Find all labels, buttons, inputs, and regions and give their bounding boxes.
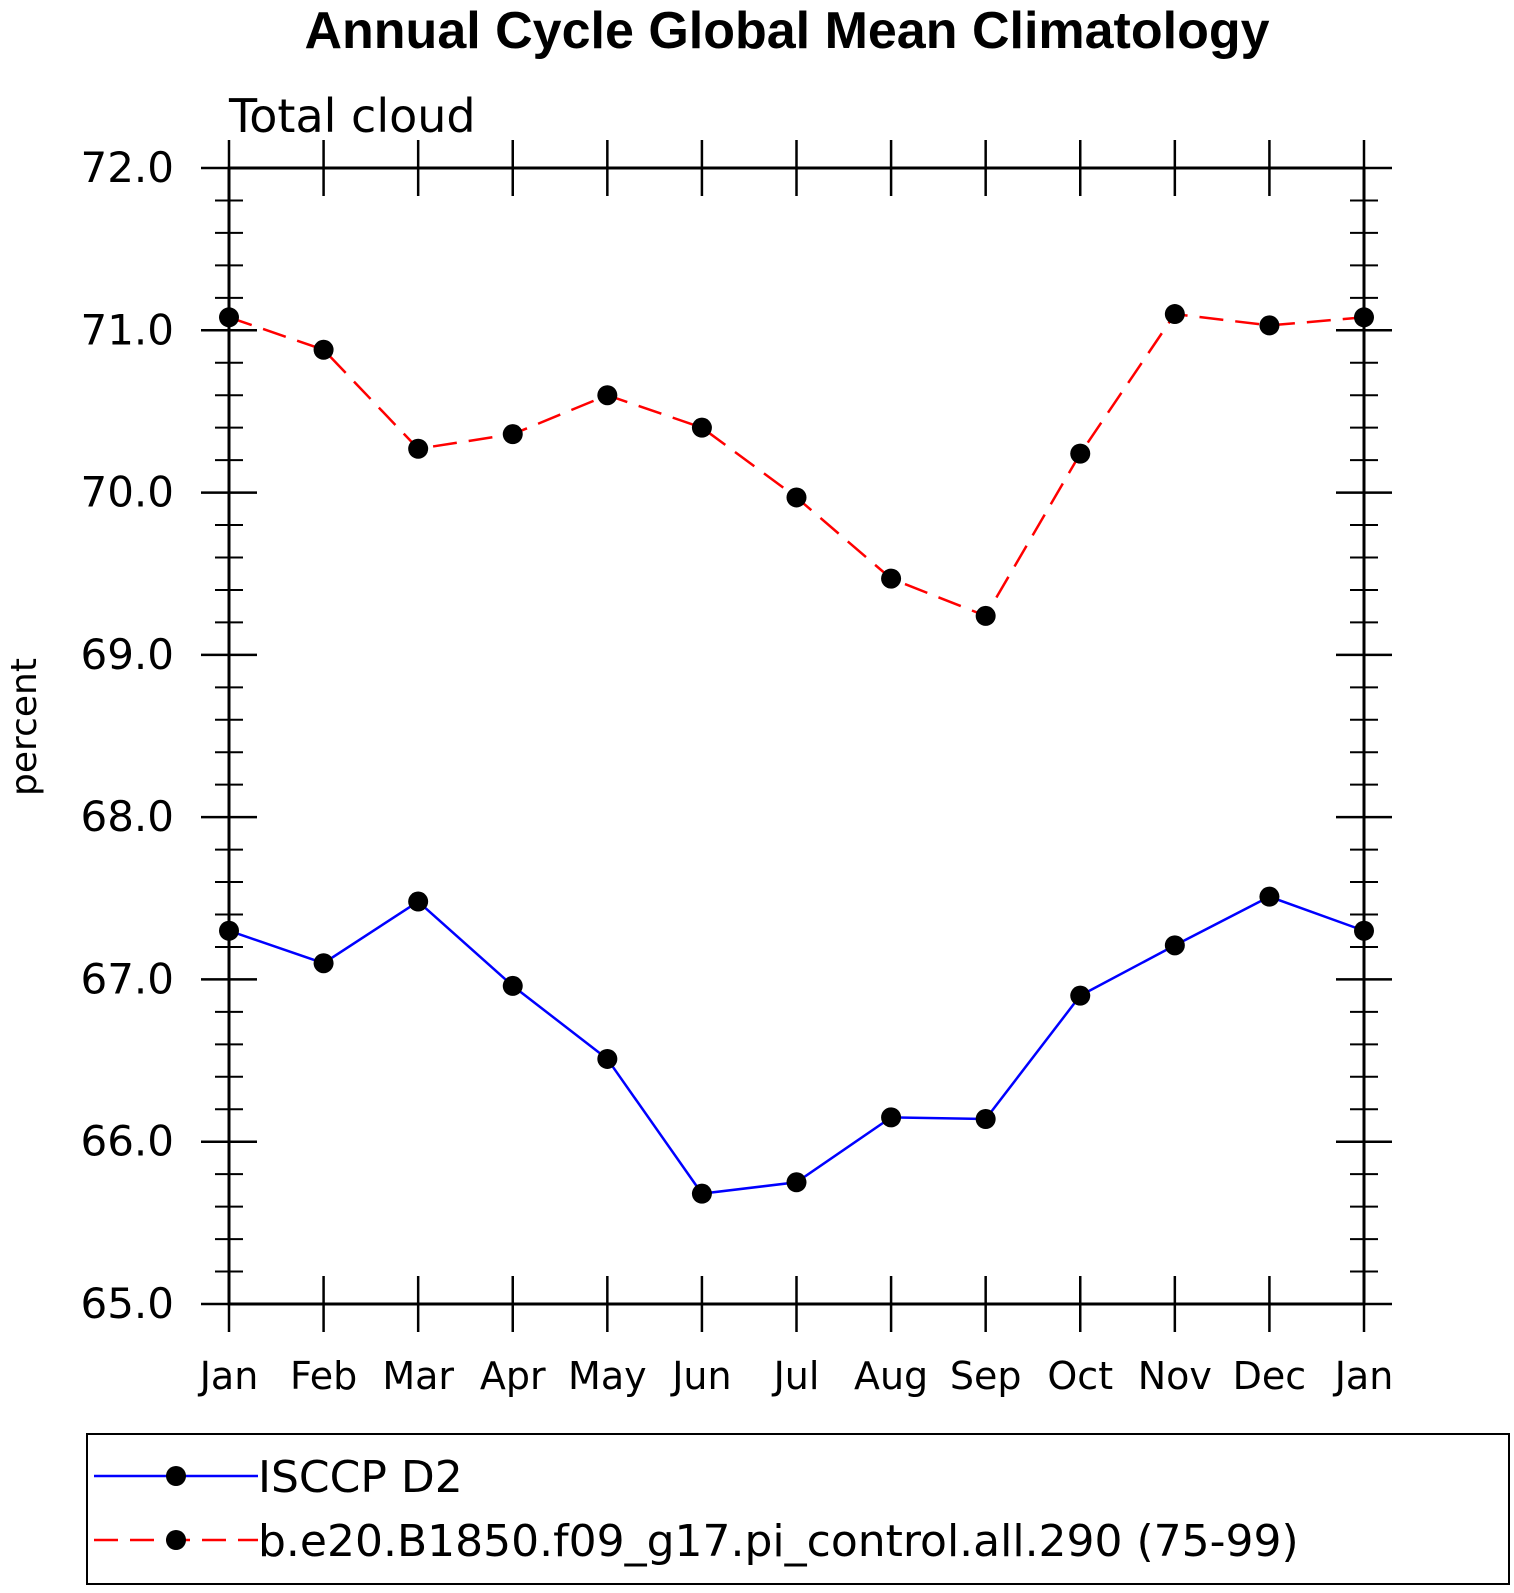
x-tick-label: Apr <box>480 1354 546 1398</box>
y-tick-label: 68.0 <box>80 792 174 841</box>
plot-frame <box>227 166 1366 1306</box>
data-point <box>1354 307 1374 328</box>
data-point <box>975 605 996 626</box>
data-point <box>691 1183 712 1204</box>
x-tick-label: Mar <box>382 1354 454 1398</box>
data-point <box>1164 304 1185 325</box>
y-axis-label: percent <box>4 658 45 796</box>
data-point <box>881 568 902 589</box>
x-tick-label: May <box>568 1354 647 1398</box>
data-point <box>975 1108 996 1129</box>
data-point <box>597 1048 618 1069</box>
data-point <box>313 953 334 974</box>
x-tick-label: Nov <box>1138 1354 1212 1398</box>
data-point <box>597 385 618 406</box>
data-point <box>219 307 239 328</box>
data-point <box>881 1107 902 1128</box>
data-point <box>408 438 429 459</box>
y-tick-label: 71.0 <box>80 305 174 354</box>
axis-ticks <box>201 140 1392 1332</box>
y-tick-label: 69.0 <box>80 630 174 679</box>
data-point <box>1259 886 1280 907</box>
x-tick-label: Jan <box>198 1354 259 1398</box>
axis-tick-labels: 65.0 66.0 67.0 68.0 69.0 70.0 71.0 72.0 Jan Feb Ma… <box>80 143 1393 1398</box>
data-point <box>313 339 334 360</box>
legend-box <box>86 1433 1510 1585</box>
y-tick-label: 70.0 <box>80 468 174 517</box>
data-point <box>786 1172 807 1193</box>
series-lines <box>228 312 1365 1195</box>
data-point <box>1070 443 1091 464</box>
data-point <box>408 891 429 912</box>
data-point <box>502 424 523 445</box>
y-tick-label: 66.0 <box>80 1117 174 1166</box>
data-point <box>1354 920 1374 941</box>
legend-label: ISCCP D2 <box>258 1452 463 1503</box>
legend-marker <box>166 1466 186 1486</box>
x-tick-label: Sep <box>950 1354 1022 1398</box>
y-tick-label: 72.0 <box>80 143 174 192</box>
data-point <box>1070 985 1091 1006</box>
x-tick-label: Feb <box>290 1354 357 1398</box>
x-tick-label: Jul <box>772 1354 820 1398</box>
x-tick-label: Jan <box>1333 1354 1394 1398</box>
x-tick-label: Jun <box>670 1354 731 1398</box>
chart-subtitle: Total cloud <box>228 89 476 143</box>
data-point <box>219 920 239 941</box>
data-point <box>1164 935 1185 956</box>
y-tick-label: 67.0 <box>80 954 174 1003</box>
series-line-1 <box>228 895 1365 1195</box>
legend-label: b.e20.B1850.f09_g17.pi_control.all.290 (… <box>258 1516 1299 1567</box>
series-line-2 <box>228 312 1365 618</box>
data-point <box>691 417 712 438</box>
x-tick-label: Dec <box>1233 1354 1307 1398</box>
data-point <box>1259 315 1280 336</box>
legend-marker <box>166 1530 186 1550</box>
y-tick-label: 65.0 <box>80 1279 174 1328</box>
chart-title: Annual Cycle Global Mean Climatology <box>304 2 1269 60</box>
x-tick-label: Oct <box>1047 1354 1113 1398</box>
data-point <box>502 975 523 996</box>
legend: ISCCP D2 b.e20.B1850.f09_g17.pi_control.a… <box>94 1452 1299 1567</box>
series-points <box>219 304 1374 1204</box>
data-point <box>786 487 807 508</box>
x-tick-label: Aug <box>854 1354 928 1398</box>
